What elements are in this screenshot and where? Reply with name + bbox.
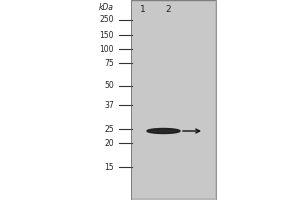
Text: 250: 250	[100, 16, 114, 24]
Text: 100: 100	[100, 45, 114, 53]
Bar	[132, 2, 214, 198]
Text: 75: 75	[104, 58, 114, 68]
Text: 50: 50	[104, 81, 114, 90]
Bar	[130, 0, 216, 200]
Text: 1: 1	[140, 4, 146, 14]
Text: 20: 20	[104, 138, 114, 147]
Text: kDa: kDa	[99, 3, 114, 12]
Text: 2: 2	[165, 4, 171, 14]
Text: 15: 15	[104, 162, 114, 171]
Text: 37: 37	[104, 100, 114, 110]
Ellipse shape	[147, 129, 180, 134]
Bar	[130, 0, 216, 200]
Text: 150: 150	[100, 30, 114, 40]
Text: 25: 25	[104, 124, 114, 134]
